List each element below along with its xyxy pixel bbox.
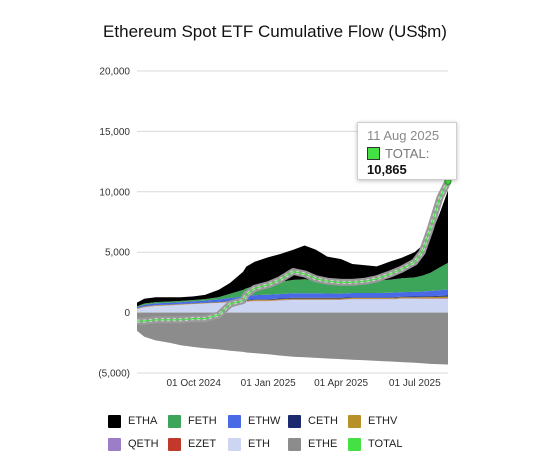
area-ethw [137, 289, 448, 309]
chart-plot: 20,000 15,000 10,000 5,000 0 (5,000) 01 Oct 20… [98, 67, 452, 389]
legend-swatch [168, 414, 181, 428]
tooltip-date: 11 Aug 2025 [367, 128, 440, 143]
legend-item-ethv[interactable]: ETHV [348, 412, 408, 430]
x-tick-label: 01 Oct 2024 [166, 378, 221, 389]
legend-swatch [228, 414, 241, 428]
legend-label: TOTAL [368, 438, 403, 450]
legend-swatch [288, 437, 301, 451]
y-tick-label: 15,000 [99, 127, 130, 138]
legend-label: ETH [248, 438, 270, 450]
legend-swatch [108, 437, 121, 451]
chart-title: Ethereum Spot ETF Cumulative Flow (US$m) [103, 22, 447, 41]
x-tick-label: 01 Apr 2025 [314, 378, 368, 389]
y-tick-label: 0 [124, 308, 130, 319]
legend-item-qeth[interactable]: QETH [108, 435, 168, 453]
hover-tooltip: 11 Aug 2025 TOTAL: 10,865 [357, 122, 457, 180]
area-ceth [137, 295, 448, 309]
x-tick-label: 01 Jan 2025 [241, 378, 296, 389]
legend-label: FETH [188, 415, 217, 427]
legend-label: ETHE [308, 438, 338, 450]
legend-item-ezet[interactable]: EZET [168, 435, 228, 453]
legend-label: QETH [128, 438, 159, 450]
legend-label: ETHA [128, 415, 158, 427]
legend-item-ceth[interactable]: CETH [288, 412, 348, 430]
legend-row: QETH EZET ETH ETHE TOTAL [108, 435, 468, 453]
legend-item-total[interactable]: TOTAL [348, 435, 408, 453]
y-tick-label: 10,000 [99, 187, 130, 198]
legend-label: EZET [188, 438, 217, 450]
legend-item-ethw[interactable]: ETHW [228, 412, 288, 430]
tooltip-value: 10,865 [367, 162, 407, 177]
legend-item-feth[interactable]: FETH [168, 412, 228, 430]
legend-swatch [168, 437, 181, 451]
area-ethv [137, 296, 448, 309]
legend-label: ETHW [248, 415, 281, 427]
y-tick-label: 20,000 [99, 67, 130, 78]
legend-label: ETHV [368, 415, 398, 427]
legend-swatch [348, 414, 361, 428]
y-tick-label: 5,000 [105, 248, 130, 259]
tooltip-swatch [367, 147, 380, 160]
legend-item-eth[interactable]: ETH [228, 435, 288, 453]
legend-label: CETH [308, 415, 338, 427]
legend-swatch [228, 437, 241, 451]
legend-item-etha[interactable]: ETHA [108, 412, 168, 430]
area-eth [137, 298, 448, 313]
tooltip-series-row: TOTAL: [367, 146, 447, 161]
legend-swatch [288, 414, 301, 428]
y-tick-label: (5,000) [98, 369, 130, 380]
legend-swatch [108, 414, 121, 428]
legend-row: ETHA FETH ETHW CETH ETHV [108, 412, 468, 430]
area-ethe [137, 312, 448, 365]
legend-swatch [348, 437, 361, 451]
chart-legend: ETHA FETH ETHW CETH ETHV QETH EZET ETH ETHE TOTAL [108, 412, 468, 458]
tooltip-series-label: TOTAL: [385, 146, 430, 161]
x-tick-label: 01 Jul 2025 [389, 378, 441, 389]
legend-item-ethe[interactable]: ETHE [288, 435, 348, 453]
area-feth [137, 262, 448, 308]
total-line [137, 181, 449, 322]
